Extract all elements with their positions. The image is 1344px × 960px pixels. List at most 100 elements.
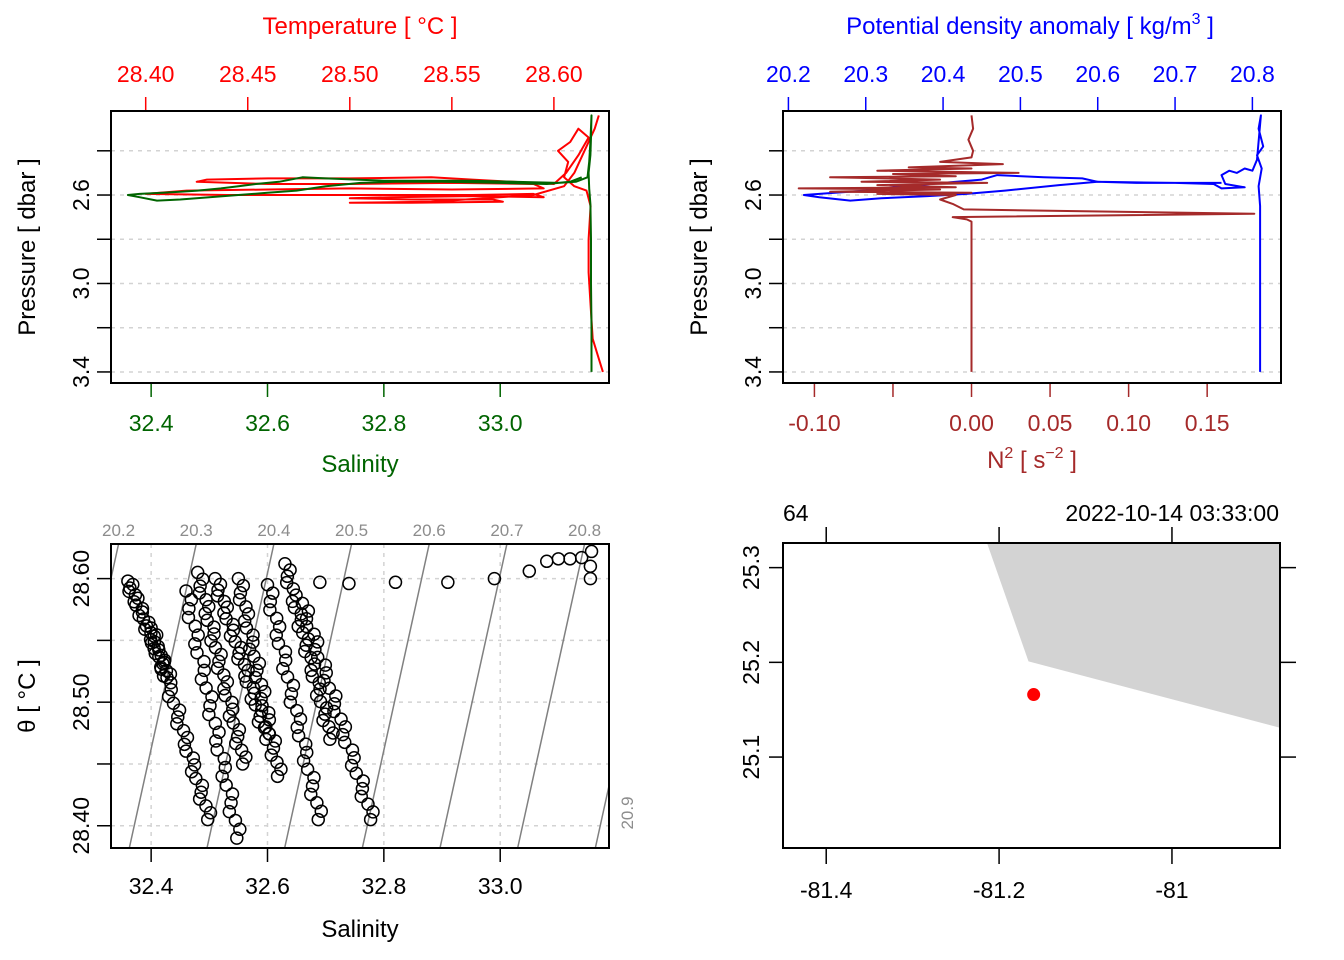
- series-line-potential-density-anomaly: [802, 114, 1265, 372]
- top-tick-label: 28.50: [321, 61, 379, 87]
- top-axis-title-end: ]: [1201, 13, 1214, 40]
- ts-point: [147, 634, 162, 649]
- ts-point: [226, 702, 240, 716]
- ts-point: [192, 586, 207, 600]
- ts-point: [234, 743, 249, 758]
- series-line-n2: [797, 115, 1256, 372]
- ts-point: [335, 727, 350, 742]
- top-tick-label: 28.60: [525, 61, 583, 87]
- ts-point: [338, 720, 353, 734]
- ts-point: [202, 599, 216, 614]
- ts-point: [225, 787, 240, 801]
- ts-point: [135, 601, 150, 616]
- ts-point: [286, 678, 301, 693]
- panel-station-map: 64 2022-10-14 03:33:00 -81.4 -81.2 -81 25.1…: [738, 500, 1296, 903]
- ts-point: [271, 636, 286, 651]
- ts-point: [180, 730, 195, 745]
- ts-point: [232, 593, 247, 607]
- y-tick-label: 28.50: [68, 673, 94, 731]
- top-tick-label: 20.3: [843, 61, 888, 87]
- ts-point: [270, 755, 284, 769]
- ts-point: [233, 585, 248, 600]
- ts-point: [237, 614, 252, 628]
- isopycnal-label: 20.6: [413, 521, 446, 540]
- ts-point: [307, 770, 321, 785]
- ts-point: [291, 728, 306, 743]
- ts-point: [583, 559, 598, 573]
- ts-point: [188, 637, 202, 651]
- ts-point: [363, 812, 378, 827]
- ts-point: [285, 594, 300, 609]
- plot-frame: [782, 110, 1282, 384]
- ts-point: [318, 658, 333, 672]
- ts-point: [195, 778, 210, 793]
- ts-point: [344, 758, 359, 773]
- ts-point: [126, 577, 140, 592]
- x-tick-label: -81.2: [973, 877, 1025, 903]
- ts-point: [217, 751, 232, 766]
- ts-point: [182, 601, 196, 616]
- ts-point: [128, 588, 143, 602]
- bottom-tick-label: 0.10: [1106, 410, 1151, 436]
- ts-point: [154, 648, 168, 663]
- isopycnal-line: [110, 543, 120, 579]
- ts-point: [299, 612, 314, 626]
- y-tick-label: 25.3: [738, 545, 764, 590]
- ts-point: [290, 703, 304, 718]
- map-frame: [782, 542, 1281, 849]
- ts-point: [239, 750, 253, 764]
- series-line-salinity: [126, 114, 593, 372]
- bottom-tick-label: 0.05: [1028, 410, 1073, 436]
- top-tick-label: 28.45: [219, 61, 277, 87]
- ts-point: [207, 620, 221, 634]
- ts-point: [304, 787, 318, 802]
- ts-point: [319, 701, 334, 715]
- y-axis-title: θ [ °C ]: [14, 659, 41, 733]
- ts-point: [200, 812, 215, 827]
- ts-point: [283, 695, 298, 709]
- x-tick-label: -81: [1155, 877, 1188, 903]
- ts-point: [202, 707, 216, 722]
- ts-point: [181, 610, 196, 625]
- ts-point: [179, 744, 193, 758]
- ts-point: [246, 635, 260, 649]
- ts-point: [584, 544, 599, 559]
- bottom-tick-label: 32.6: [245, 410, 290, 436]
- ts-point: [176, 723, 191, 738]
- ts-point: [327, 704, 341, 719]
- isopycnal-line: [439, 543, 508, 849]
- isopycnal-line: [206, 543, 275, 849]
- top-tick-label: 20.8: [1230, 61, 1275, 87]
- ts-point: [198, 606, 212, 621]
- station-marker: [1027, 688, 1041, 702]
- ts-point: [192, 792, 207, 806]
- ts-point: [230, 729, 245, 744]
- panel-profile-density-n2: Potential density anomaly [ kg/m3 ] N2 […: [686, 11, 1282, 474]
- ts-point: [205, 690, 219, 704]
- ts-point: [239, 621, 254, 635]
- ts-point: [217, 606, 231, 620]
- ts-point: [293, 712, 308, 726]
- ts-point: [236, 578, 251, 593]
- isopycnal-line: [594, 785, 610, 849]
- isopycnal-label: 20.2: [102, 521, 135, 540]
- ts-point: [235, 757, 250, 771]
- ts-point: [266, 741, 281, 755]
- ts-point: [269, 611, 284, 626]
- ts-point: [217, 668, 231, 682]
- ts-point: [318, 707, 332, 721]
- ts-point: [200, 613, 214, 628]
- ts-point: [583, 571, 598, 586]
- ts-point: [177, 737, 192, 752]
- ts-point: [212, 725, 226, 739]
- y-tick-label: 28.40: [68, 797, 94, 855]
- ts-point: [197, 663, 212, 678]
- ts-point: [540, 554, 554, 569]
- bottom-tick-label: 32.8: [361, 410, 406, 436]
- bottom-tick-label: 32.4: [129, 410, 174, 436]
- bottom-tick-label: 33.0: [478, 410, 523, 436]
- ts-point: [222, 804, 237, 819]
- y-tick-label: 2.6: [740, 179, 766, 211]
- panel-ts-diagram: Salinity θ [ °C ] 20.2 20.3 20.4 20.5 20.6 20…: [14, 521, 637, 943]
